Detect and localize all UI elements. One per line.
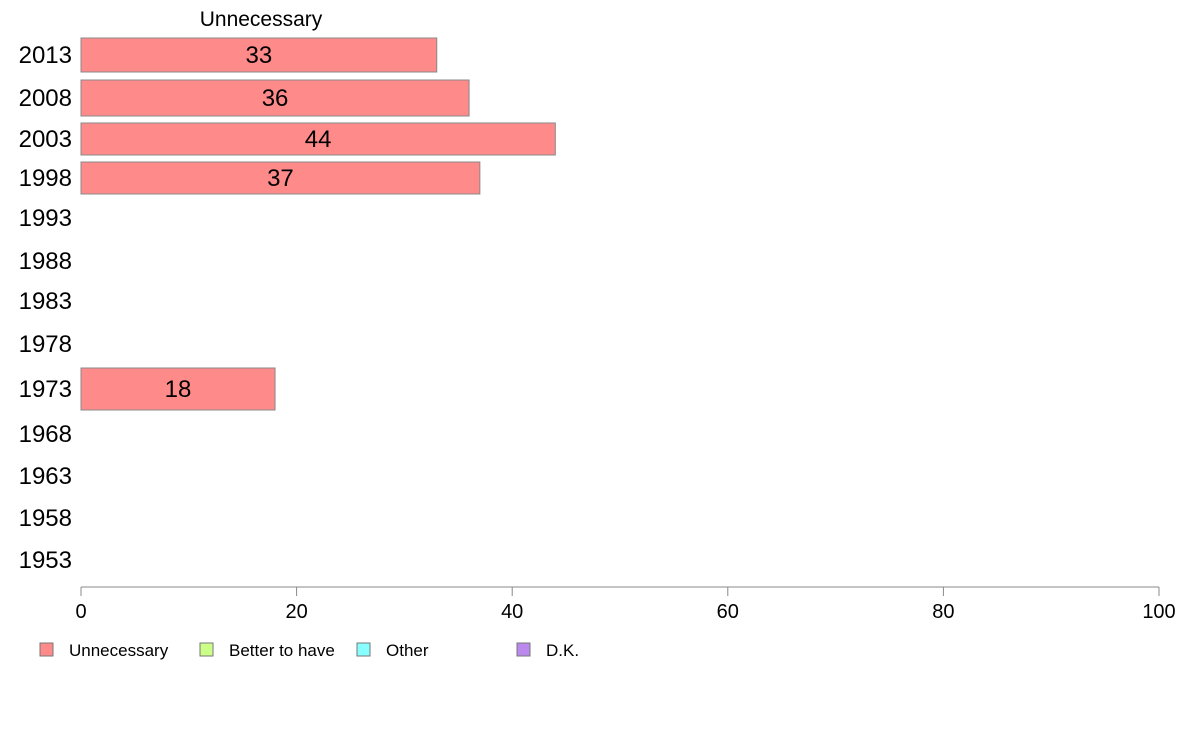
year-label-1993: 1993 (19, 205, 72, 232)
year-label-2013: 2013 (19, 42, 72, 69)
year-label-1983: 1983 (19, 288, 72, 315)
year-labels-group: 2013 2008 2003 1998 1993 1988 1983 1978 1973 1968… (19, 42, 72, 574)
x-axis-group: 0 20 40 60 80 100 (75, 587, 1176, 623)
legend-swatch-0 (39, 642, 54, 657)
value-label-1973: 18 (165, 376, 192, 403)
legend-label-2: Other (386, 641, 429, 660)
bar-2008 (80, 79, 470, 117)
legend-label-3: D.K. (546, 641, 579, 660)
legend-swatch-1 (199, 642, 214, 657)
legend-swatch-2 (356, 642, 371, 657)
value-label-2008: 36 (262, 85, 289, 112)
year-label-1988: 1988 (19, 248, 72, 275)
x-tick-label-100: 100 (1142, 601, 1175, 623)
x-tick-label-80: 80 (932, 601, 954, 623)
year-label-1998: 1998 (19, 165, 72, 192)
year-label-1958: 1958 (19, 505, 72, 532)
legend: Unnecessary Better to have Other D.K. (39, 641, 579, 660)
value-label-2003: 44 (305, 126, 332, 153)
value-label-2013: 33 (246, 42, 273, 69)
year-label-1953: 1953 (19, 547, 72, 574)
x-tick-label-40: 40 (501, 601, 523, 623)
year-label-1968: 1968 (19, 421, 72, 448)
legend-swatch-3 (516, 642, 531, 657)
bar-2003 (80, 122, 556, 156)
legend-label-0: Unnecessary (69, 641, 169, 660)
year-label-2003: 2003 (19, 126, 72, 153)
year-label-1978: 1978 (19, 331, 72, 358)
bar-1998 (80, 161, 481, 195)
year-label-2008: 2008 (19, 85, 72, 112)
year-label-1973: 1973 (19, 376, 72, 403)
x-tick-label-60: 60 (717, 601, 739, 623)
year-label-1963: 1963 (19, 463, 72, 490)
legend-label-1: Better to have (229, 641, 335, 660)
chart-title: Unnecessary (200, 8, 323, 31)
x-tick-label-20: 20 (285, 601, 307, 623)
bar-1973 (80, 367, 276, 411)
value-label-1998: 37 (267, 165, 294, 192)
x-tick-label-0: 0 (75, 601, 86, 623)
bars-group: 33 36 44 37 18 (80, 37, 556, 411)
bar-2013 (80, 37, 438, 73)
